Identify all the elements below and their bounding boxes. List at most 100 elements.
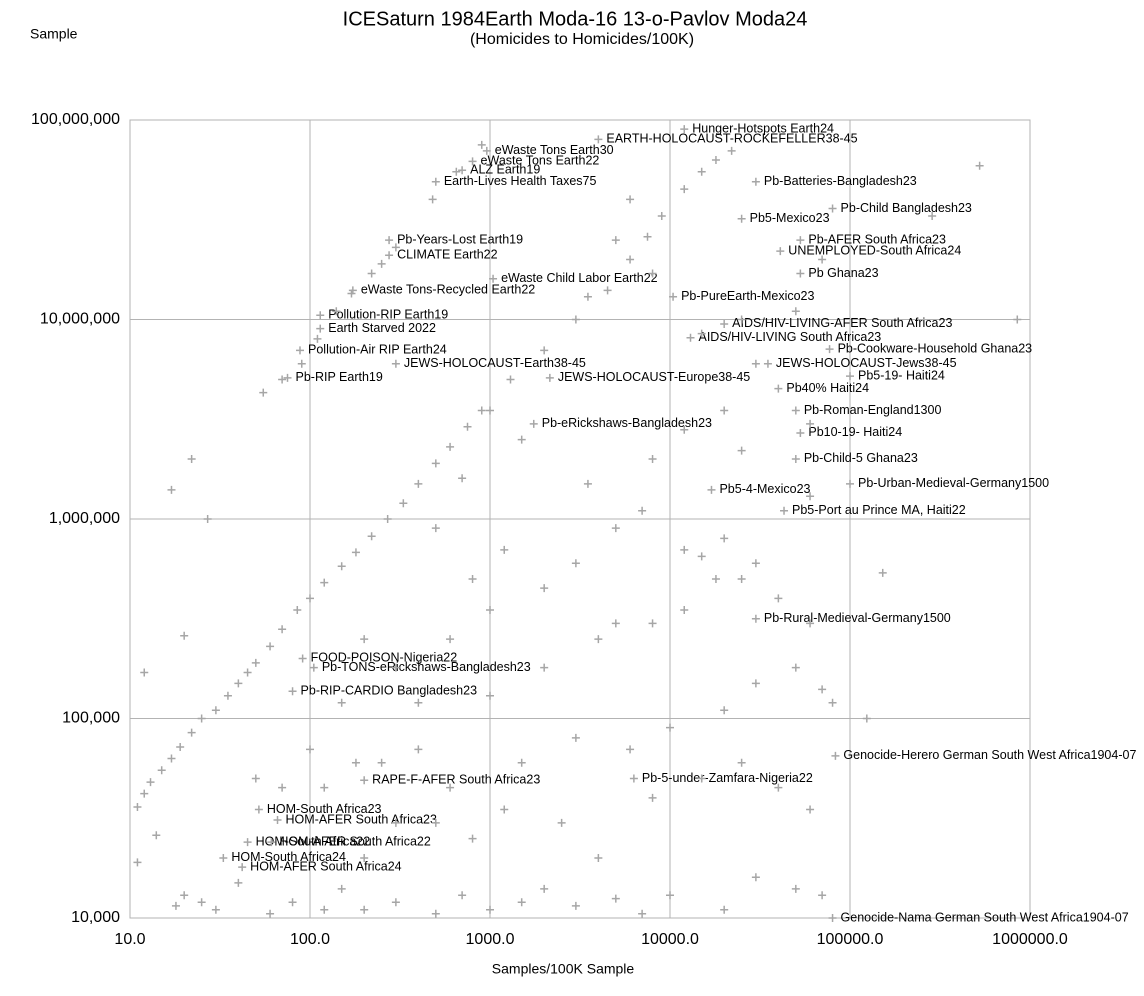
point (818, 255, 827, 264)
point-label: Earth-Lives Health Taxes75 (444, 174, 597, 188)
point (446, 442, 455, 451)
point-label: FOOD-POISON-Nigeria22 (311, 651, 458, 665)
point (133, 858, 142, 867)
point (603, 286, 612, 295)
point (477, 406, 486, 415)
point (540, 663, 549, 672)
x-tick-label: 10.0 (114, 931, 145, 948)
point-label: ALZ Earth19 (470, 163, 540, 177)
point (571, 733, 580, 742)
point (482, 146, 491, 155)
point (796, 428, 805, 437)
point (720, 406, 729, 415)
point-label: Pb-5-under-Zamfara-Nigeria22 (642, 771, 813, 785)
point-label: Pb-Child-5 Ghana23 (804, 451, 918, 465)
point (571, 315, 580, 324)
point (251, 774, 260, 783)
point-label: HOM-AFER South Africa24 (250, 859, 401, 873)
point (377, 259, 386, 268)
point (385, 236, 394, 245)
point (657, 212, 666, 221)
point (431, 177, 440, 186)
point (529, 419, 538, 428)
chart-title: ICESaturn 1984Earth Moda-16 13-o-Pavlov … (343, 8, 808, 30)
point-label: AIDS/HIV-LIVING South Africa23 (699, 330, 882, 344)
point (320, 783, 329, 792)
point (1013, 315, 1022, 324)
point-label: Pb-Urban-Medieval-Germany1500 (858, 476, 1049, 490)
point (458, 891, 467, 900)
point (791, 454, 800, 463)
point (157, 766, 166, 775)
point-label: Pb-PureEarth-Mexico23 (681, 289, 814, 303)
point (296, 346, 305, 355)
point (846, 372, 854, 381)
point (266, 909, 275, 918)
point (669, 292, 678, 301)
point-label: HOM-South Africa24 (231, 850, 346, 864)
point (540, 884, 549, 893)
point (259, 388, 268, 397)
point (391, 818, 400, 827)
point (486, 605, 494, 614)
point (313, 334, 322, 343)
point (751, 614, 760, 623)
point-label: Pb10-19- Haiti24 (808, 425, 902, 439)
point-label: RAPE-F-AFER South Africa23 (372, 773, 540, 787)
point (414, 479, 423, 488)
point (737, 315, 746, 324)
point (223, 691, 232, 700)
chart-subtitle: (Homicides to Homicides/100K) (470, 31, 694, 48)
point (360, 776, 369, 785)
point (751, 177, 760, 186)
point (267, 838, 276, 847)
point (774, 783, 783, 792)
point (211, 905, 220, 914)
point (806, 619, 815, 628)
point (626, 195, 635, 204)
point (780, 506, 789, 515)
point (428, 195, 437, 204)
y-tick-label: 100,000 (62, 710, 120, 727)
point-label: Pb-Cookware-Household Ghana23 (838, 341, 1033, 355)
point (351, 548, 360, 557)
point-label: CLIMATE Earth22 (397, 248, 498, 262)
point (320, 905, 329, 914)
point (583, 292, 592, 301)
point (351, 758, 360, 767)
point (791, 884, 800, 893)
point-label: Pb5-4-Mexico23 (719, 482, 810, 496)
point (737, 446, 746, 455)
point (171, 901, 180, 910)
point-label: UNEMPLOYED-South Africa24 (788, 243, 961, 257)
point (928, 212, 937, 221)
point (347, 289, 356, 298)
point (360, 905, 369, 914)
point (686, 333, 695, 342)
point (720, 534, 729, 543)
point (383, 515, 392, 523)
point (737, 758, 746, 767)
point (219, 853, 228, 862)
point (818, 891, 827, 900)
point (367, 532, 376, 541)
point (167, 485, 176, 494)
point-label: HOM-AFER South Africa22 (279, 834, 430, 848)
point (975, 161, 984, 170)
point (278, 375, 287, 384)
point-label: Pb5-Mexico23 (750, 211, 830, 225)
point-label: eWaste Child Labor Earth22 (501, 271, 658, 285)
point-label: Hunger-Hotspots Earth24 (692, 121, 834, 135)
point-label: HOM-South Africa23 (267, 802, 382, 816)
point (517, 758, 526, 767)
point (825, 345, 834, 354)
x-tick-label: 1000.0 (466, 931, 515, 948)
point (399, 499, 408, 508)
point (506, 375, 515, 384)
point-label: Pb-Rural-Medieval-Germany1500 (764, 611, 951, 625)
point (711, 575, 720, 584)
point (283, 373, 292, 382)
point (332, 307, 341, 316)
point (320, 578, 329, 587)
point (486, 691, 494, 700)
